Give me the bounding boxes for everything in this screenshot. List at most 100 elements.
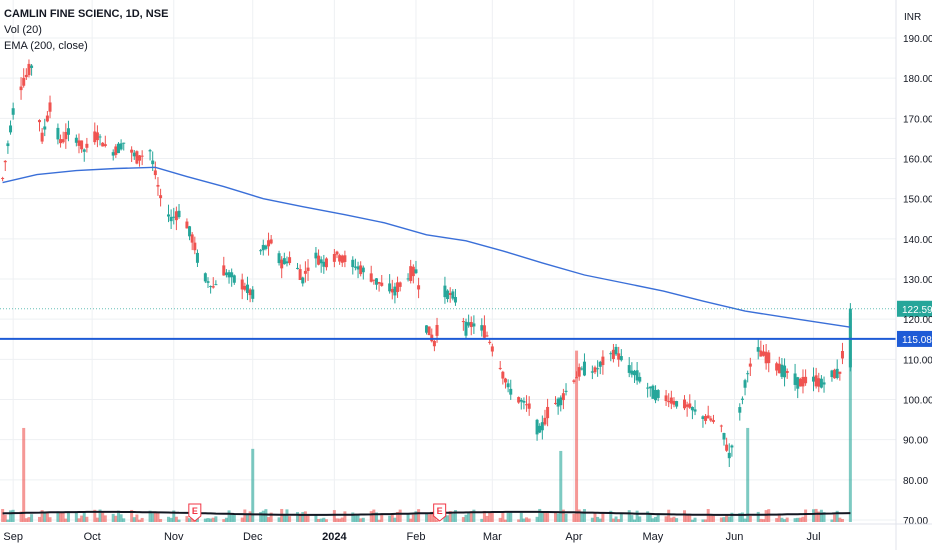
candle-body	[835, 368, 839, 378]
volume-bar	[632, 519, 636, 522]
candle-body	[596, 368, 600, 370]
volume-bar	[480, 518, 484, 522]
volume-bar	[351, 512, 355, 522]
candle-body	[601, 356, 605, 366]
candle-body	[301, 277, 305, 284]
candle-body	[56, 127, 60, 140]
volume-bar	[332, 510, 336, 522]
volume-bar	[295, 512, 299, 522]
candle-body	[306, 267, 310, 271]
time-tick-label: Apr	[565, 531, 582, 543]
volume-bar	[793, 518, 797, 522]
candle-body	[285, 261, 289, 264]
volume-bar	[672, 516, 676, 522]
volume-bar	[61, 511, 65, 522]
volume-bar	[819, 509, 823, 522]
volume-bar	[690, 519, 694, 522]
candle-body	[6, 143, 10, 147]
volume-bar	[559, 450, 563, 522]
candle-body	[64, 131, 68, 140]
volume-bar	[40, 510, 44, 522]
price-tick-label: 120.00	[903, 315, 932, 326]
candle-body	[427, 326, 431, 336]
volume-bar	[777, 513, 781, 522]
volume-bar	[377, 519, 381, 522]
volume-bar	[719, 517, 723, 522]
grid-lines	[0, 0, 896, 522]
volume-bar	[174, 516, 178, 522]
candle-body	[506, 383, 510, 388]
candle-body	[190, 234, 194, 243]
candle-body	[819, 378, 823, 388]
volume-bar	[177, 519, 181, 522]
price-tick-label: 180.00	[903, 74, 932, 85]
symbol-title[interactable]: CAMLIN FINE SCIENC, 1D, NSE	[4, 8, 169, 20]
candle-body	[519, 399, 523, 402]
candle-body	[540, 422, 544, 431]
volume-bar	[396, 511, 400, 522]
candle-body	[453, 296, 457, 303]
volume-indicator-label[interactable]: Vol (20)	[4, 24, 42, 36]
candlesticks[interactable]	[1, 59, 852, 467]
volume-bar	[635, 510, 639, 522]
candle-body	[380, 282, 384, 286]
volume-bar	[546, 511, 550, 522]
volume-bar	[372, 509, 376, 522]
candle-body	[833, 369, 837, 379]
candle-body	[19, 86, 23, 91]
ema-line	[2, 166, 851, 328]
candle-body	[406, 278, 410, 280]
volume-bar	[564, 513, 568, 522]
time-axis[interactable]: Sep Oct Nov Dec 2024 Feb Mar Apr May Jun Jul	[0, 523, 932, 543]
candle-body	[414, 269, 418, 274]
price-tick-label: 110.00	[903, 355, 932, 366]
candle-body	[211, 286, 215, 288]
candle-body	[617, 353, 621, 360]
candle-body	[688, 403, 692, 408]
volume-bar	[417, 509, 421, 522]
volume-bar	[227, 510, 231, 522]
ema-indicator-label[interactable]: EMA (200, close)	[4, 40, 88, 52]
candle-body	[611, 349, 615, 360]
price-tick-label: 170.00	[903, 114, 932, 125]
candle-body	[501, 371, 505, 379]
candle-body	[775, 363, 779, 371]
volume-bar	[822, 512, 826, 522]
time-tick-label: 2024	[322, 531, 347, 543]
candle-body	[324, 258, 328, 268]
horizontal-price-line[interactable]: 115.08 122.59	[0, 300, 932, 347]
candle-body	[37, 120, 41, 123]
candle-body	[461, 321, 465, 323]
price-axis[interactable]: 190.00 180.00 170.00 160.00 150.00 140.00 130.…	[895, 0, 932, 550]
candle-body	[467, 322, 471, 326]
candle-body	[119, 143, 123, 150]
volume-bar	[319, 518, 323, 522]
volume-bar	[140, 517, 144, 522]
candle-body	[743, 380, 747, 388]
candle-body	[227, 272, 231, 278]
volume-bar	[743, 518, 747, 522]
candle-body	[798, 378, 802, 387]
candle-body	[830, 370, 834, 378]
volume-bar	[251, 448, 255, 522]
volume-bar	[298, 513, 302, 522]
candle-body	[646, 387, 650, 389]
volume-bar	[409, 518, 413, 522]
volume-bar	[535, 516, 539, 522]
volume-bar	[82, 511, 86, 522]
candle-body	[140, 155, 144, 157]
candle-body	[635, 370, 639, 381]
candle-body	[230, 272, 234, 278]
candle-body	[517, 397, 521, 403]
volume-bar	[738, 513, 742, 522]
volume-bar	[259, 512, 263, 522]
candle-body	[498, 367, 502, 369]
candle-body	[174, 211, 178, 221]
price-tick-label: 70.00	[903, 516, 928, 527]
candle-body	[490, 346, 494, 352]
volume-bar	[288, 516, 292, 522]
volume-bar	[3, 514, 7, 522]
candle-body	[361, 267, 365, 273]
